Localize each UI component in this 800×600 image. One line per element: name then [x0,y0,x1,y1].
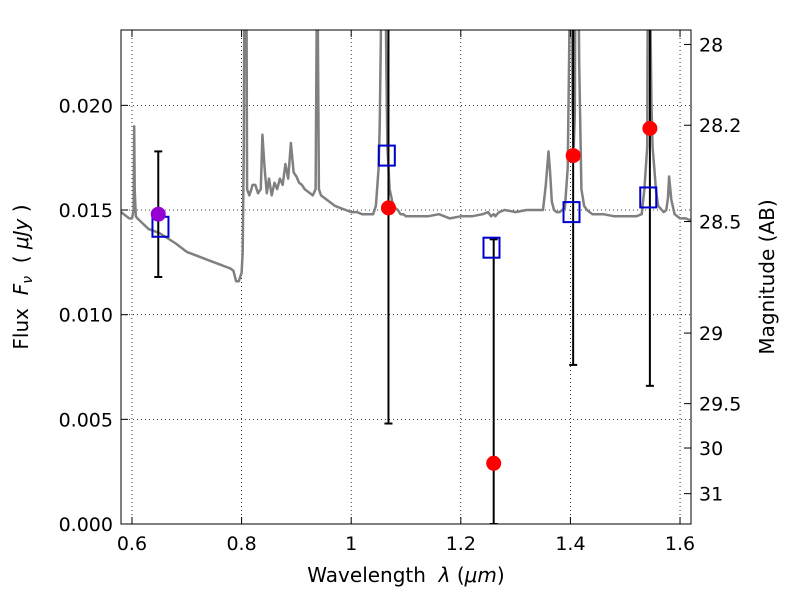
right-tick-label: 28.5 [699,212,741,234]
spectrum-line [121,30,691,283]
right-tick-label: 29.5 [699,394,741,416]
x-tick-label: 0.6 [117,533,147,555]
y-tick-label: 0.000 [59,514,113,536]
model-spectrum [121,30,691,283]
y-tick-label: 0.015 [59,200,113,222]
observed-point [380,200,396,216]
plot-frame [120,29,692,525]
grid [121,30,691,524]
observed-points [150,120,658,471]
right-tick-label: 29 [699,323,723,345]
y-tick-label: 0.005 [59,409,113,431]
x-tick-label: 1 [345,533,357,555]
right-tick-label: 30 [699,438,723,460]
x-axis-label: Wavelength λ (μm) [307,563,504,587]
right-tick-label: 31 [699,484,723,506]
y-tick-label: 0.010 [59,305,113,327]
axis-ticks: 0.6 0.8 1 1.2 1.4 1.6 0.000 0.005 0.010 0.015 0.02… [59,30,741,555]
model-photometry-point [377,144,396,167]
observed-point [150,206,166,222]
observed-point [486,455,502,471]
model-photometry-point [482,236,501,259]
x-tick-label: 1.4 [555,533,585,555]
right-tick-label: 28 [699,34,723,56]
x-tick-label: 1.6 [665,533,695,555]
model-photometry-point [639,186,658,209]
plot-area [121,30,691,524]
right-tick-label: 28.2 [699,115,741,137]
y-axis-label: Flux Fν ( μJy ) [9,204,36,349]
x-tick-label: 0.8 [226,533,256,555]
y-tick-label: 0.020 [59,95,113,117]
observed-point [642,120,658,136]
observed-point [565,148,581,164]
right-axis-label: Magnitude (AB) [755,199,779,354]
x-tick-label: 1.2 [446,533,476,555]
model-photometry-point [562,201,581,224]
